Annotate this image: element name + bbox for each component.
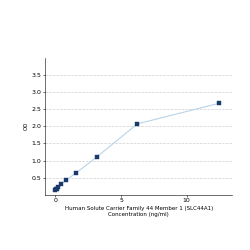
X-axis label: Human Solute Carrier Family 44 Member 1 (SLC44A1)
Concentration (ng/ml): Human Solute Carrier Family 44 Member 1 … xyxy=(64,206,213,217)
Point xyxy=(54,187,58,191)
Y-axis label: OD: OD xyxy=(24,122,29,130)
Point xyxy=(94,155,98,159)
Point xyxy=(54,188,58,192)
Point xyxy=(64,178,68,182)
Point xyxy=(136,122,140,126)
Point xyxy=(218,101,222,105)
Point xyxy=(56,186,60,190)
Point xyxy=(74,171,78,175)
Point xyxy=(59,182,63,186)
Point xyxy=(55,187,59,191)
